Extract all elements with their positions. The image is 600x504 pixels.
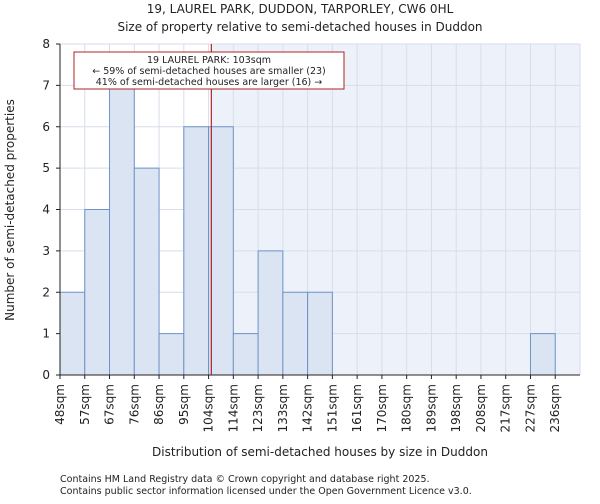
bar	[257, 250, 284, 376]
x-tick-label: 151sqm	[325, 384, 339, 432]
footer-line-1: Contains HM Land Registry data © Crown c…	[60, 474, 430, 485]
x-tick-label: 227sqm	[523, 384, 537, 432]
x-tick-label: 104sqm	[202, 384, 216, 432]
x-tick-label: 114sqm	[226, 384, 240, 432]
bar	[282, 291, 309, 376]
bar	[84, 209, 111, 376]
chart-title: 19, LAUREL PARK, DUDDON, TARPORLEY, CW6 …	[147, 2, 454, 16]
plot-area: 0 1 2 3 4 5 6 7 8 48sqm 57sqm 67sqm 76sqm 86sqm 95sqm 1…	[42, 37, 581, 432]
bar	[307, 291, 333, 376]
bar	[109, 84, 135, 376]
x-tick-label: 180sqm	[400, 384, 414, 432]
x-tick-label: 76sqm	[127, 384, 141, 425]
annotation-line: 41% of semi-detached houses are larger (…	[96, 77, 323, 88]
y-tick-label: 7	[42, 78, 50, 92]
x-tick-label: 57sqm	[78, 384, 92, 425]
y-tick-label: 6	[42, 120, 50, 134]
x-tick-label: 217sqm	[499, 384, 513, 432]
y-tick-label: 8	[42, 37, 50, 51]
bar	[133, 167, 160, 376]
y-tick-label: 1	[42, 327, 50, 341]
x-tick-label: 123sqm	[251, 384, 265, 432]
annotation-line: 19 LAUREL PARK: 103sqm	[147, 55, 271, 66]
bar	[59, 291, 86, 376]
x-tick-label: 189sqm	[424, 384, 438, 432]
x-tick-label: 198sqm	[449, 384, 463, 432]
bar	[183, 126, 210, 376]
y-tick-label: 3	[42, 244, 50, 258]
x-tick-label: 133sqm	[276, 384, 290, 432]
y-tick-label: 0	[42, 368, 50, 382]
bar	[158, 333, 185, 376]
x-tick-label: 86sqm	[152, 384, 166, 425]
y-tick-label: 2	[42, 285, 50, 299]
y-axis-label: Number of semi-detached properties	[3, 99, 17, 321]
y-tick-label: 4	[42, 203, 50, 217]
annotation-box	[73, 51, 345, 90]
x-tick-label: 236sqm	[548, 384, 562, 432]
bar	[529, 333, 556, 376]
x-tick-label: 67sqm	[103, 384, 117, 425]
x-tick-label: 48sqm	[53, 384, 67, 425]
x-tick-label: 170sqm	[375, 384, 389, 432]
bar	[208, 126, 234, 376]
y-tick-label: 5	[42, 161, 50, 175]
chart-subtitle: Size of property relative to semi-detach…	[117, 20, 482, 34]
x-tick-label: 208sqm	[474, 384, 488, 432]
x-tick-label: 142sqm	[301, 384, 315, 432]
footer-line-2: Contains public sector information licen…	[60, 486, 472, 497]
annotation-line: ← 59% of semi-detached houses are smalle…	[92, 66, 326, 77]
x-tick-label: 161sqm	[350, 384, 364, 432]
x-tick-label: 95sqm	[177, 384, 191, 425]
bar	[232, 333, 259, 376]
x-axis-label: Distribution of semi-detached houses by …	[152, 445, 488, 459]
